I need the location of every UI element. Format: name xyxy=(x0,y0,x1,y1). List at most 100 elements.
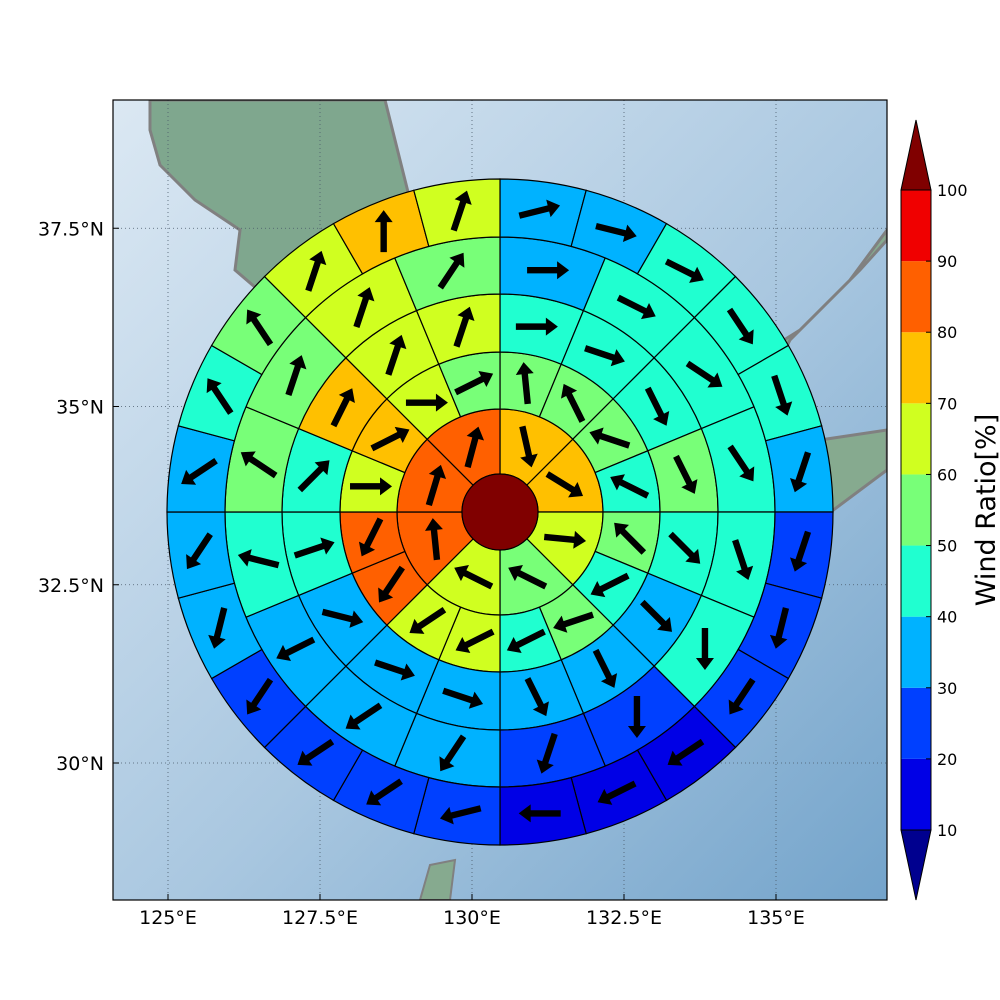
colorbar-tick-label: 70 xyxy=(937,394,957,413)
map-panel xyxy=(113,100,887,900)
wind-arrow xyxy=(769,607,790,649)
y-tick-label: 32.5°N xyxy=(38,575,104,597)
wind-arrow xyxy=(515,362,534,405)
colorbar-title: Wind Ratio[%] xyxy=(971,414,1000,606)
wind-arrow xyxy=(524,677,549,717)
map-frame xyxy=(112,99,888,901)
wind-arrow xyxy=(590,572,630,598)
wind-arrow xyxy=(350,477,393,496)
wind-arrow xyxy=(519,425,538,468)
wind-arrow xyxy=(321,608,364,628)
colorbar-segment xyxy=(901,616,931,688)
colorbar-segment xyxy=(901,190,931,262)
wind-arrow xyxy=(732,539,754,581)
wind-arrow xyxy=(673,454,698,494)
colorbar: 10 20 30 40 50 60 70 80 90 100 Wind Ratio[%] xyxy=(900,119,1000,901)
wind-arrow xyxy=(285,355,307,396)
colorbar-tick-label: 40 xyxy=(937,608,957,627)
wind-arrow xyxy=(246,309,274,347)
wind-arrow xyxy=(237,549,280,569)
sector-grid xyxy=(166,178,834,846)
colorbar-tick-label: 30 xyxy=(937,679,957,698)
wind-arrow xyxy=(506,628,546,654)
wind-arrow xyxy=(297,738,335,766)
wind-arrow xyxy=(592,648,618,688)
wind-arrow xyxy=(589,427,631,449)
colorbar-tick-label: 80 xyxy=(937,323,957,342)
wind-arrow xyxy=(560,383,586,423)
colorbar-extend-bottom xyxy=(900,829,932,901)
wind-arrow xyxy=(454,370,494,396)
center-cell xyxy=(461,473,539,551)
wind-arrow xyxy=(378,565,405,603)
wind-arrow xyxy=(545,471,584,498)
wind-arrow xyxy=(206,378,234,415)
wind-arrow xyxy=(370,426,410,452)
wind-arrow xyxy=(790,451,812,493)
wind-arrow xyxy=(297,460,330,493)
colorbar-tick-label: 50 xyxy=(937,537,957,556)
wind-arrow xyxy=(405,393,448,412)
wind-arrow xyxy=(246,677,274,715)
wind-arrow xyxy=(437,252,465,290)
wind-arrow xyxy=(695,627,714,670)
wind-arrow xyxy=(425,464,447,507)
colorbar-tick-label: 60 xyxy=(937,465,957,484)
wind-arrow xyxy=(186,532,213,570)
wind-arrow xyxy=(208,607,228,649)
wind-arrow xyxy=(305,250,327,292)
wind-arrow xyxy=(527,261,570,280)
x-tick-label: 132.5°E xyxy=(586,907,662,929)
wind-arrow xyxy=(616,294,656,320)
ring-sector xyxy=(166,511,236,599)
colorbar-extend-top xyxy=(900,119,932,191)
wind-arrow xyxy=(358,517,384,557)
wind-arrow xyxy=(728,677,756,715)
colorbar-segment xyxy=(901,261,931,333)
x-tick-label: 135°E xyxy=(747,907,805,929)
wind-arrows xyxy=(181,190,812,825)
colorbar-frame xyxy=(900,189,932,831)
wind-arrow xyxy=(543,530,587,549)
colorbar-tick-label: 20 xyxy=(937,750,957,769)
wind-arrow xyxy=(627,695,646,738)
wind-arrow xyxy=(181,458,218,485)
wind-arrow xyxy=(454,565,494,590)
wind-arrow xyxy=(464,426,485,468)
colorbar-tick-label: 90 xyxy=(937,252,957,271)
wind-arrow xyxy=(727,444,755,482)
y-tick-label: 30°N xyxy=(56,753,104,775)
colorbar-segment xyxy=(901,687,931,759)
wind-arrow xyxy=(409,607,447,634)
wind-arrow xyxy=(439,734,467,772)
wind-arrow xyxy=(385,334,407,376)
y-tick-label: 35°N xyxy=(56,397,104,419)
colorbar-segment xyxy=(901,403,931,475)
wind-arrow xyxy=(439,805,482,825)
wind-arrow xyxy=(536,732,558,774)
wind-arrow xyxy=(345,702,383,730)
wind-arrow xyxy=(515,317,558,336)
wind-arrow xyxy=(276,636,316,662)
colorbar-segment xyxy=(901,758,931,830)
colorbar-tick-label: 10 xyxy=(937,821,957,840)
wind-arrow xyxy=(668,531,701,564)
wind-arrow xyxy=(584,345,625,367)
wind-arrow xyxy=(726,307,754,345)
wind-arrow xyxy=(425,518,443,561)
wind-arrow xyxy=(595,222,637,243)
wind-arrow xyxy=(597,780,637,805)
y-tick-label: 37.5°N xyxy=(38,218,104,240)
wind-arrow xyxy=(455,628,495,654)
x-tick-label: 125°E xyxy=(139,907,197,929)
colorbar-segment xyxy=(901,332,931,404)
wind-arrow xyxy=(240,451,278,479)
wind-arrow xyxy=(610,474,650,499)
x-tick-label: 130°E xyxy=(443,907,501,929)
wind-arrow xyxy=(790,530,812,572)
wind-arrow xyxy=(518,804,561,823)
wind-arrow xyxy=(644,386,670,426)
colorbar-tick-label: 100 xyxy=(937,181,968,200)
wind-arrow xyxy=(508,565,548,590)
